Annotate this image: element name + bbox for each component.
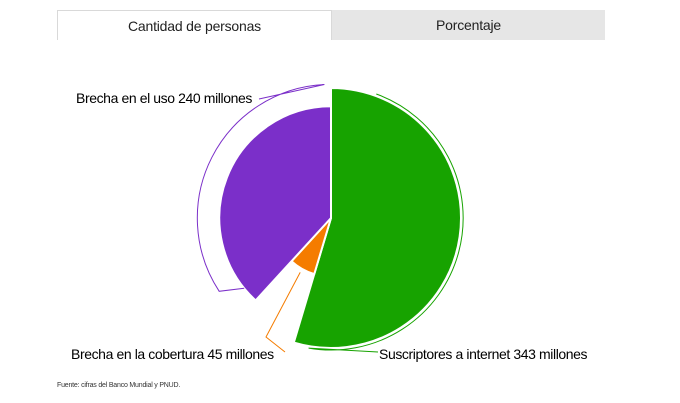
tab-label: Porcentaje bbox=[436, 17, 501, 33]
leader-brecha-cobertura bbox=[265, 272, 301, 353]
label-brecha-cobertura: Brecha en la cobertura 45 millones bbox=[71, 346, 274, 362]
slice-suscriptores[interactable] bbox=[292, 87, 462, 349]
leader-suscriptores bbox=[308, 93, 464, 353]
tab-label: Cantidad de personas bbox=[128, 17, 261, 34]
slice-brecha-uso[interactable] bbox=[218, 105, 332, 302]
leader-brecha-uso bbox=[196, 84, 325, 292]
label-brecha-uso: Brecha en el uso 240 millones bbox=[76, 90, 252, 106]
source-note: Fuente: cifras del Banco Mundial y PNUD. bbox=[57, 382, 181, 389]
view-tabs: Cantidad de personas Porcentaje bbox=[57, 10, 605, 40]
tab-porcentaje[interactable]: Porcentaje bbox=[332, 10, 605, 40]
label-suscriptores: Suscriptores a internet 343 millones bbox=[379, 346, 588, 362]
tab-cantidad-de-personas[interactable]: Cantidad de personas bbox=[57, 10, 332, 40]
